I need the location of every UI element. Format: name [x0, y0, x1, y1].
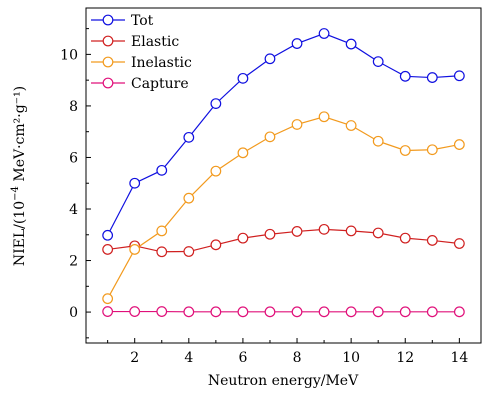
data-point-inelastic: [237, 147, 249, 159]
data-point-inelastic: [129, 244, 141, 255]
legend-marker: [102, 77, 114, 89]
y-axis-title-exp: −4: [10, 186, 21, 201]
data-point-elastic: [210, 239, 222, 251]
data-point-tot: [264, 53, 276, 65]
legend-item-capture: Capture: [91, 76, 189, 92]
legend-label: Tot: [131, 13, 154, 29]
data-point-inelastic: [399, 145, 411, 156]
data-point-tot: [129, 177, 141, 189]
series-elastic: [102, 223, 465, 258]
data-point-elastic: [318, 223, 330, 235]
legend-item-tot: Tot: [91, 13, 154, 29]
data-point-inelastic: [156, 225, 168, 237]
data-point-capture: [399, 306, 411, 318]
data-point-tot: [291, 38, 303, 49]
x-tick-label: 14: [450, 350, 468, 366]
axis-ticks: 2 4 6 8 10 12 14 0 2 4 6 8 10: [60, 28, 468, 366]
data-point-tot: [318, 28, 330, 39]
data-point-inelastic: [318, 111, 330, 123]
data-point-inelastic: [345, 120, 357, 131]
data-point-tot: [426, 72, 438, 83]
series-tot: [102, 28, 465, 241]
data-point-tot: [156, 164, 168, 176]
data-point-inelastic: [183, 192, 195, 204]
legend-marker: [102, 14, 114, 26]
y-axis-title: NIEL/(10−4 MeV·cm²·g⁻¹): [10, 86, 28, 266]
legend-item-elastic: Elastic: [91, 34, 179, 50]
y-axis-title-units: MeV·cm²·g⁻¹): [12, 86, 28, 186]
legend-marker: [102, 56, 114, 68]
data-point-inelastic: [102, 293, 114, 305]
data-point-elastic: [264, 228, 276, 240]
legend-label: Elastic: [131, 34, 179, 50]
data-point-capture: [345, 306, 357, 318]
y-tick-label: 2: [69, 254, 78, 270]
data-point-tot: [210, 98, 222, 110]
data-point-tot: [453, 70, 465, 82]
data-point-capture: [453, 306, 465, 318]
series-layer: [102, 28, 465, 318]
legend-label: Inelastic: [131, 55, 192, 71]
x-axis-title: Neutron energy/MeV: [208, 373, 359, 389]
data-point-capture: [372, 306, 384, 318]
data-point-elastic: [453, 238, 465, 249]
x-tick-label: 2: [130, 350, 139, 366]
y-tick-label: 8: [69, 99, 78, 115]
y-tick-label: 0: [69, 305, 78, 321]
data-point-elastic: [183, 246, 195, 257]
data-point-capture: [426, 306, 438, 318]
series-capture: [102, 306, 465, 318]
y-tick-label: 6: [69, 150, 78, 166]
y-tick-label: 4: [69, 202, 78, 218]
data-point-inelastic: [210, 165, 222, 177]
legend-label: Capture: [131, 76, 189, 92]
legend: Tot Elastic Inelastic Capture: [91, 13, 192, 92]
data-point-elastic: [372, 227, 384, 239]
data-point-capture: [318, 306, 330, 318]
data-point-elastic: [399, 232, 411, 244]
y-tick-label: 10: [60, 47, 78, 63]
x-tick-label: 10: [342, 350, 360, 366]
x-tick-label: 6: [238, 350, 247, 366]
data-point-capture: [129, 306, 141, 317]
data-point-elastic: [237, 232, 249, 244]
series-line-inelastic: [107, 116, 460, 299]
data-point-inelastic: [264, 131, 276, 143]
x-tick-label: 4: [184, 350, 193, 366]
data-point-elastic: [102, 244, 114, 255]
data-point-capture: [183, 306, 195, 318]
data-point-tot: [237, 72, 249, 84]
plot-frame: [85, 7, 482, 344]
y-axis-title-main: NIEL/(10: [12, 201, 28, 266]
data-point-elastic: [291, 226, 303, 237]
data-point-inelastic: [426, 144, 438, 156]
data-point-tot: [183, 131, 195, 143]
data-point-inelastic: [291, 119, 303, 130]
data-point-elastic: [426, 235, 438, 246]
legend-marker: [102, 35, 114, 47]
x-tick-label: 12: [396, 350, 414, 366]
data-point-tot: [102, 229, 114, 241]
series-inelastic: [102, 111, 465, 305]
x-tick-label: 8: [293, 350, 302, 366]
data-point-capture: [264, 306, 276, 318]
data-point-capture: [102, 306, 114, 317]
data-point-capture: [237, 306, 249, 318]
data-point-capture: [156, 306, 168, 317]
data-point-elastic: [156, 246, 168, 258]
data-point-capture: [291, 306, 303, 318]
legend-item-inelastic: Inelastic: [91, 55, 192, 71]
data-point-elastic: [345, 225, 357, 237]
data-point-inelastic: [372, 135, 384, 147]
data-point-tot: [345, 38, 357, 50]
data-point-tot: [399, 70, 411, 82]
data-point-inelastic: [453, 139, 465, 150]
data-point-tot: [372, 56, 384, 67]
data-point-capture: [210, 306, 222, 318]
